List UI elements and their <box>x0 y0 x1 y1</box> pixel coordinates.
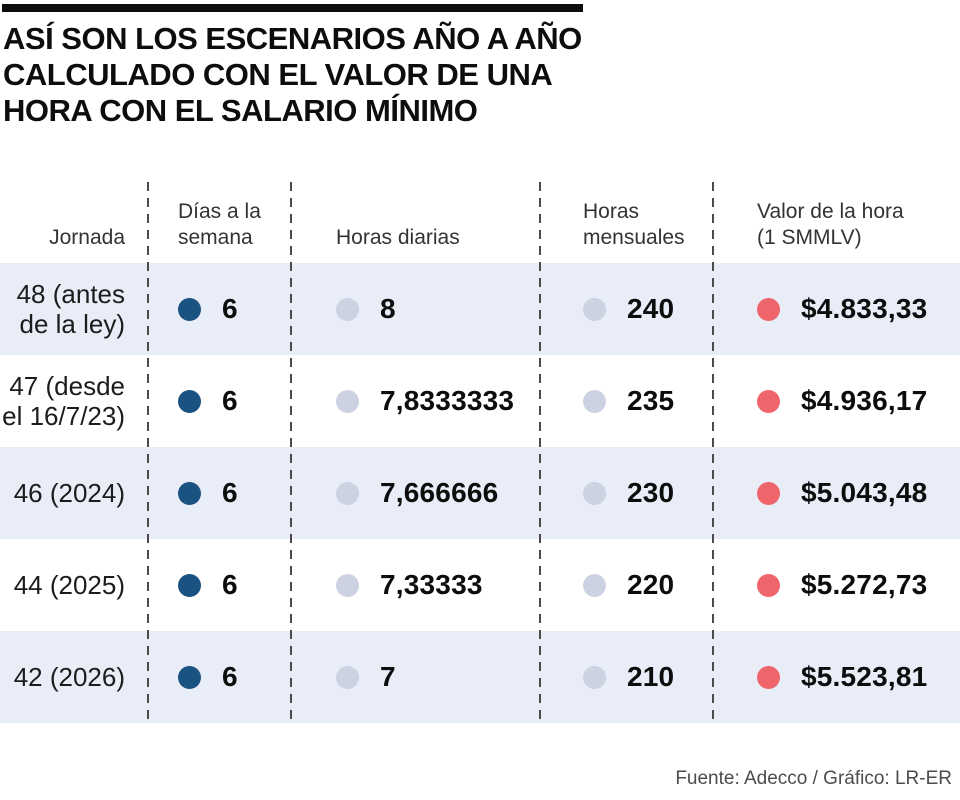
dias-semana-cell: 6 <box>148 661 291 693</box>
valor-hora-cell: $4.833,33 <box>713 293 960 325</box>
table-header-row: Jornada Días a la semana Horas diarias H… <box>0 180 960 263</box>
dias-semana-dot-icon <box>178 389 201 413</box>
valor-hora-cell: $5.272,73 <box>713 569 960 601</box>
table-row: 44 (2025) 6 7,33333 220 $5.272,73 <box>0 539 960 631</box>
column-divider <box>290 182 292 722</box>
column-divider <box>147 182 149 722</box>
horas-mensuales-cell: 220 <box>540 569 713 601</box>
valor-hora-dot-icon <box>757 481 780 505</box>
table-row: 42 (2026) 6 7 210 $5.523,81 <box>0 631 960 723</box>
column-divider <box>539 182 541 722</box>
page-title: ASÍ SON LOS ESCENARIOS AÑO A AÑO CALCULA… <box>3 21 643 129</box>
dias-semana-cell: 6 <box>148 293 291 325</box>
title-rule <box>2 4 583 12</box>
horas-mensuales-dot-icon <box>583 389 606 413</box>
horas-diarias-cell: 8 <box>291 293 540 325</box>
horas-mensuales-dot-icon <box>583 481 606 505</box>
data-table: Jornada Días a la semana Horas diarias H… <box>0 180 960 723</box>
table-row: 47 (desde el 16/7/23) 6 7,8333333 235 $4… <box>0 355 960 447</box>
horas-mensuales-cell: 235 <box>540 385 713 417</box>
table-row: 46 (2024) 6 7,666666 230 $5.043,48 <box>0 447 960 539</box>
horas-diarias-cell: 7,33333 <box>291 569 540 601</box>
valor-hora-dot-icon <box>757 297 780 321</box>
col-header-jornada: Jornada <box>49 226 125 249</box>
title-line: ASÍ SON LOS ESCENARIOS AÑO A AÑO <box>3 21 582 56</box>
dias-semana-dot-icon <box>178 665 201 689</box>
horas-diarias-dot-icon <box>336 665 359 689</box>
jornada-cell: 44 (2025) <box>13 570 125 600</box>
horas-diarias-dot-icon <box>336 481 359 505</box>
horas-diarias-dot-icon <box>336 573 359 597</box>
horas-diarias-dot-icon <box>336 389 359 413</box>
horas-diarias-cell: 7,8333333 <box>291 385 540 417</box>
horas-mensuales-cell: 210 <box>540 661 713 693</box>
col-header-dias-semana: Días a la semana <box>178 200 261 249</box>
horas-mensuales-dot-icon <box>583 297 606 321</box>
dias-semana-dot-icon <box>178 481 201 505</box>
horas-diarias-cell: 7 <box>291 661 540 693</box>
valor-hora-cell: $5.523,81 <box>713 661 960 693</box>
horas-diarias-dot-icon <box>336 297 359 321</box>
source-credit: Fuente: Adecco / Gráfico: LR-ER <box>675 768 952 789</box>
valor-hora-dot-icon <box>757 573 780 597</box>
column-divider <box>712 182 714 722</box>
title-line: CALCULADO CON EL VALOR DE UNA <box>3 57 553 92</box>
col-header-horas-diarias: Horas diarias <box>336 226 460 249</box>
horas-mensuales-dot-icon <box>583 665 606 689</box>
col-header-horas-mensuales: Horas mensuales <box>583 200 685 249</box>
title-line: HORA CON EL SALARIO MÍNIMO <box>3 93 478 128</box>
horas-diarias-cell: 7,666666 <box>291 477 540 509</box>
jornada-cell: 46 (2024) <box>13 478 125 508</box>
dias-semana-cell: 6 <box>148 569 291 601</box>
dias-semana-dot-icon <box>178 573 201 597</box>
jornada-cell: 42 (2026) <box>13 662 125 692</box>
dias-semana-cell: 6 <box>148 385 291 417</box>
valor-hora-cell: $4.936,17 <box>713 385 960 417</box>
horas-mensuales-dot-icon <box>583 573 606 597</box>
horas-mensuales-cell: 240 <box>540 293 713 325</box>
jornada-cell: 47 (desde el 16/7/23) <box>2 371 125 431</box>
dias-semana-cell: 6 <box>148 477 291 509</box>
dias-semana-dot-icon <box>178 297 201 321</box>
valor-hora-cell: $5.043,48 <box>713 477 960 509</box>
horas-mensuales-cell: 230 <box>540 477 713 509</box>
valor-hora-dot-icon <box>757 665 780 689</box>
valor-hora-dot-icon <box>757 389 780 413</box>
table-row: 48 (antes de la ley) 6 8 240 $4.833,33 <box>0 263 960 355</box>
col-header-valor-hora: Valor de la hora (1 SMMLV) <box>757 200 904 249</box>
jornada-cell: 48 (antes de la ley) <box>16 279 125 339</box>
